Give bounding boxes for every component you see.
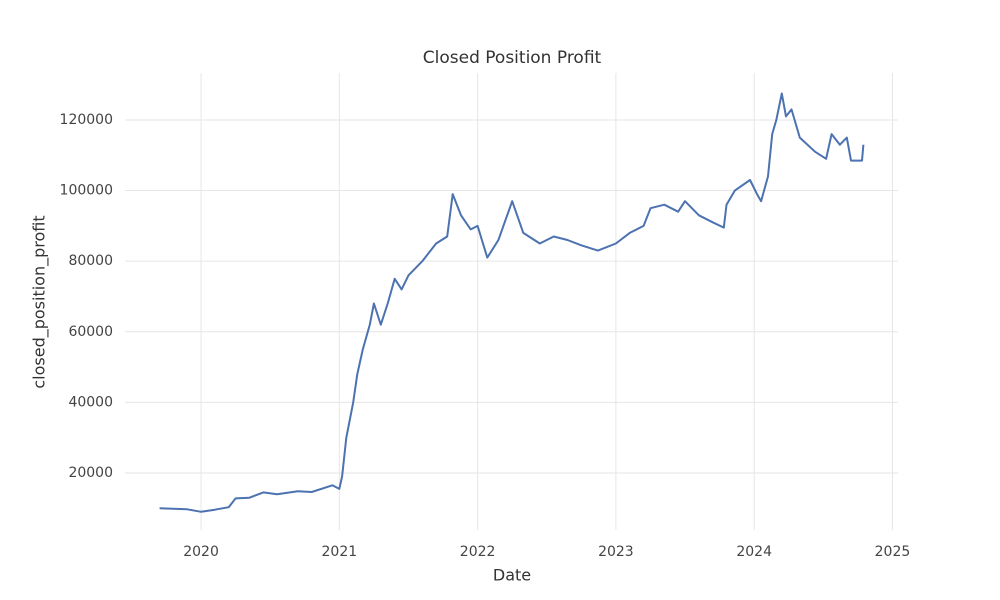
x-tick-label: 2022 [460, 544, 496, 560]
x-tick-label: 2023 [598, 544, 634, 560]
y-tick-label: 20000 [68, 465, 113, 481]
x-tick-label: 2025 [875, 544, 911, 560]
x-tick-label: 2020 [183, 544, 219, 560]
line [159, 92, 865, 513]
x-tick-label: 2024 [736, 544, 772, 560]
x-axis-title: Date [493, 566, 531, 585]
y-tick-label: 60000 [68, 324, 113, 340]
y-tick-label: 40000 [68, 394, 113, 410]
y-tick-label: 80000 [68, 253, 113, 269]
chart-title: Closed Position Profit [423, 48, 602, 68]
x-tick-label: 2021 [322, 544, 358, 560]
y-axis-title: closed_position_profit [30, 215, 50, 388]
y-tick-label: 100000 [60, 183, 113, 199]
y-tick-label: 120000 [60, 112, 113, 128]
